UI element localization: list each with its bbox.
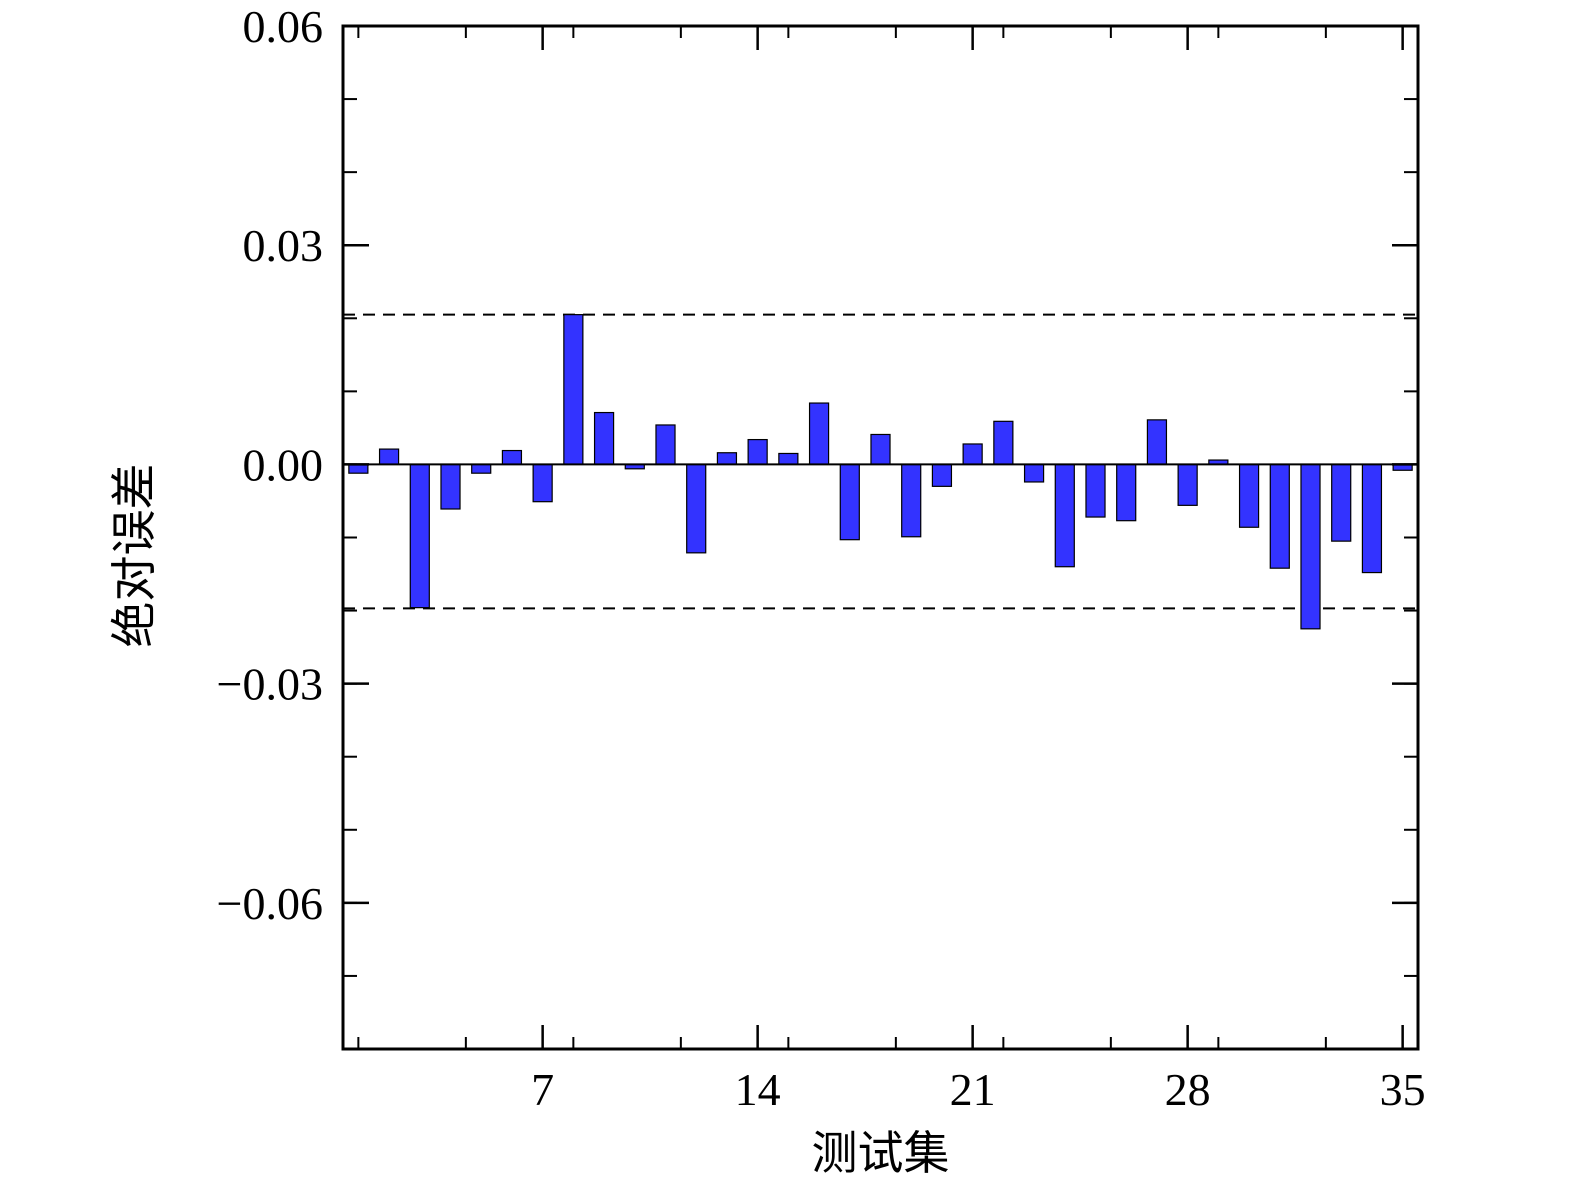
x-tick-label: 14 bbox=[735, 1064, 781, 1115]
bar bbox=[1116, 463, 1137, 522]
y-tick-label: 0.03 bbox=[243, 220, 324, 271]
bar bbox=[839, 463, 860, 541]
bar bbox=[563, 314, 584, 466]
bar bbox=[1300, 463, 1321, 630]
bar bbox=[901, 463, 922, 538]
y-tick-label: 0.00 bbox=[243, 439, 324, 490]
bars bbox=[348, 314, 1413, 630]
bar bbox=[1054, 463, 1075, 568]
bar bbox=[993, 420, 1014, 466]
bar bbox=[1177, 463, 1198, 506]
bar bbox=[747, 438, 768, 466]
bar bbox=[348, 463, 369, 474]
x-tick-label: 28 bbox=[1165, 1064, 1211, 1115]
y-axis: 0.06 0.03 0.00 −0.03 −0.06 bbox=[217, 1, 1418, 1050]
bar bbox=[655, 424, 676, 466]
bar bbox=[593, 411, 615, 466]
bar bbox=[1146, 419, 1168, 466]
bar bbox=[686, 463, 707, 554]
bar bbox=[471, 463, 492, 474]
bar bbox=[778, 452, 799, 466]
bar bbox=[1269, 463, 1290, 569]
bar bbox=[532, 463, 553, 503]
x-tick-label: 35 bbox=[1380, 1064, 1426, 1115]
y-axis-label: 绝对误差 bbox=[109, 464, 160, 648]
x-tick-label: 21 bbox=[950, 1064, 996, 1115]
x-axis: 7 14 21 28 35 bbox=[357, 26, 1426, 1115]
bar bbox=[378, 448, 400, 466]
x-tick-label: 7 bbox=[531, 1064, 554, 1115]
bar bbox=[870, 433, 891, 466]
bar bbox=[409, 463, 430, 609]
bar bbox=[716, 452, 738, 466]
bar bbox=[501, 449, 523, 466]
bar bbox=[1361, 463, 1383, 574]
bar bbox=[1331, 463, 1352, 542]
bar bbox=[808, 402, 830, 466]
bar bbox=[931, 463, 953, 487]
y-tick-label: −0.06 bbox=[217, 878, 323, 929]
y-tick-label: 0.06 bbox=[243, 1, 324, 52]
bar bbox=[1238, 463, 1260, 528]
bar bbox=[1023, 463, 1045, 483]
bar bbox=[440, 463, 461, 510]
x-axis-label: 测试集 bbox=[812, 1128, 950, 1179]
bar bbox=[1085, 463, 1106, 518]
plot-frame bbox=[341, 24, 1420, 1051]
y-tick-label: −0.03 bbox=[217, 659, 323, 710]
bar bbox=[962, 443, 983, 466]
